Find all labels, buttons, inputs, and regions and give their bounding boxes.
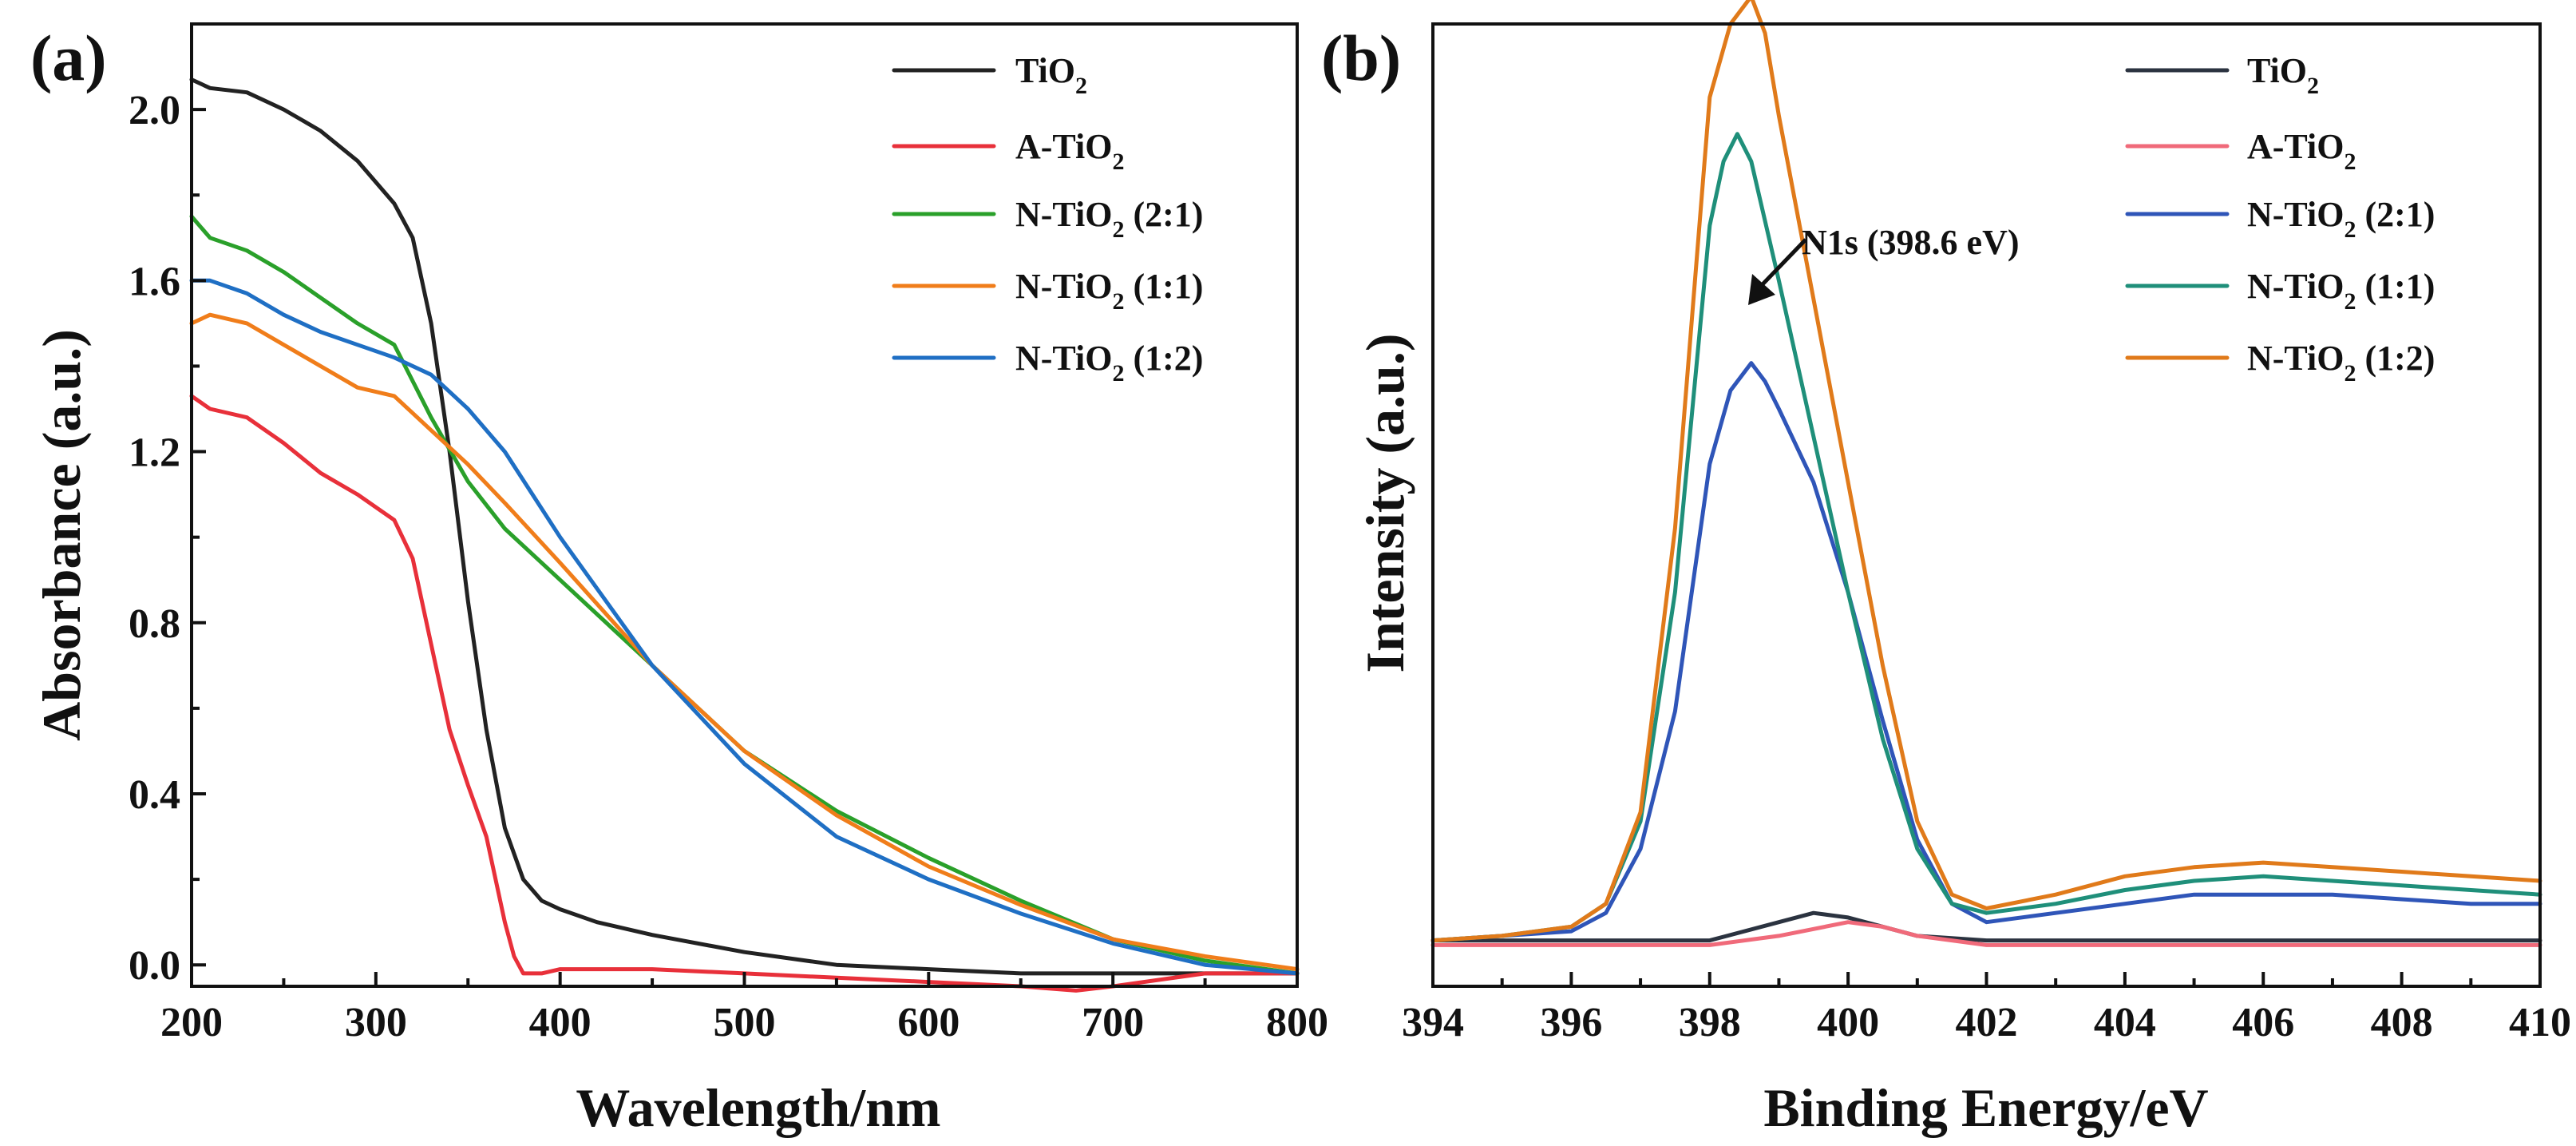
annotation-arrow-shaft xyxy=(1761,238,1807,286)
series-line-n-tio2-2-1 xyxy=(1430,361,2542,943)
x-tick-label: 404 xyxy=(2094,1000,2156,1045)
legend-label: N-TiO2 (2:1) xyxy=(2247,195,2435,243)
y-axis-title-a: Absorbance (a.u.) xyxy=(31,329,92,741)
legend-item: TiO2 xyxy=(2125,51,2319,99)
x-tick-label: 394 xyxy=(1402,1000,1464,1045)
legend-item: N-TiO2 (2:1) xyxy=(892,195,1203,243)
x-tick-label: 200 xyxy=(160,1000,223,1045)
xps-panel: (b) Intensity (a.u.) Binding Energy/eV 3… xyxy=(1321,0,2571,1138)
legend-label: TiO2 xyxy=(1015,51,1087,99)
legend-label: A-TiO2 xyxy=(2247,127,2356,175)
legend-a: TiO2 A-TiO2 N-TiO2 (2:1) N-TiO2 (1:1) N-… xyxy=(892,51,1203,387)
x-tick-label: 402 xyxy=(1956,1000,2018,1045)
legend-label: A-TiO2 xyxy=(1015,127,1124,175)
y-tick-label: 0.0 xyxy=(129,943,180,989)
series-line-n-tio2-1-1 xyxy=(1430,132,2542,943)
legend-item: A-TiO2 xyxy=(2125,127,2356,175)
legend-label: N-TiO2 (1:1) xyxy=(2247,267,2435,315)
series-line-tio2 xyxy=(189,77,1300,976)
x-axis-ticks-a: 200 300 400 500 600 700 800 xyxy=(160,972,1328,1045)
x-tick-label: 600 xyxy=(897,1000,960,1045)
series-line-n-tio2-1-2 xyxy=(189,278,1300,976)
x-tick-label: 400 xyxy=(529,1000,592,1045)
plot-frame-a xyxy=(190,22,1299,988)
panel-label-a: (a) xyxy=(30,22,107,94)
y-axis-title-b: Intensity (a.u.) xyxy=(1355,333,1415,672)
absorbance-panel: (a) Absorbance (a.u.) Wavelength/nm 200 3… xyxy=(30,22,1328,1138)
legend-b: TiO2 A-TiO2 N-TiO2 (2:1) N-TiO2 (1:1) N-… xyxy=(2125,51,2435,387)
panel-label-b: (b) xyxy=(1321,22,1401,94)
series-line-n-tio2-2-1 xyxy=(189,214,1300,976)
annotation-arrow-head xyxy=(1748,274,1775,305)
legend-item: N-TiO2 (1:2) xyxy=(2125,339,2435,387)
legend-label: N-TiO2 (1:2) xyxy=(1015,339,1203,387)
series-line-a-tio2 xyxy=(189,394,1300,993)
x-tick-label: 300 xyxy=(345,1000,407,1045)
legend-label: N-TiO2 (1:2) xyxy=(2247,339,2435,387)
peak-annotation: N1s (398.6 eV) xyxy=(1748,223,2020,305)
series-line-n-tio2-1-1 xyxy=(189,312,1300,972)
legend-item: N-TiO2 (1:1) xyxy=(2125,267,2435,315)
legend-item: N-TiO2 (2:1) xyxy=(2125,195,2435,243)
legend-label: N-TiO2 (2:1) xyxy=(1015,195,1203,243)
xps-series-lines xyxy=(1430,0,2542,947)
x-tick-label: 700 xyxy=(1082,1000,1144,1045)
x-tick-label: 406 xyxy=(2232,1000,2294,1045)
legend-item: N-TiO2 (1:1) xyxy=(892,267,1203,315)
x-tick-label: 410 xyxy=(2509,1000,2571,1045)
x-tick-label: 500 xyxy=(714,1000,776,1045)
series-line-a-tio2 xyxy=(1430,920,2542,947)
y-tick-label: 0.4 xyxy=(129,772,180,818)
plot-frame-b xyxy=(1431,22,2542,988)
legend-label: TiO2 xyxy=(2247,51,2319,99)
y-tick-label: 1.2 xyxy=(129,430,180,476)
legend-item: A-TiO2 xyxy=(892,127,1124,175)
x-tick-label: 408 xyxy=(2371,1000,2433,1045)
legend-item: N-TiO2 (1:2) xyxy=(892,339,1203,387)
y-tick-label: 0.8 xyxy=(129,601,180,647)
absorbance-series-lines xyxy=(189,77,1300,993)
series-line-n-tio2-1-2 xyxy=(1430,0,2542,943)
x-axis-title-b: Binding Energy/eV xyxy=(1763,1077,2208,1138)
x-axis-ticks-b: 394 396 398 400 402 404 406 408 410 xyxy=(1402,972,2571,1045)
y-axis-ticks-a: 0.0 0.4 0.8 1.2 1.6 2.0 xyxy=(129,22,206,989)
legend-item: TiO2 xyxy=(892,51,1087,99)
x-tick-label: 398 xyxy=(1679,1000,1741,1045)
x-tick-label: 396 xyxy=(1540,1000,1602,1045)
x-axis-title-a: Wavelength/nm xyxy=(576,1077,940,1138)
x-tick-label: 800 xyxy=(1266,1000,1328,1045)
x-tick-label: 400 xyxy=(1817,1000,1879,1045)
y-tick-label: 1.6 xyxy=(129,259,180,304)
annotation-label: N1s (398.6 eV) xyxy=(1802,223,2020,262)
legend-label: N-TiO2 (1:1) xyxy=(1015,267,1203,315)
y-tick-label: 2.0 xyxy=(129,88,180,133)
